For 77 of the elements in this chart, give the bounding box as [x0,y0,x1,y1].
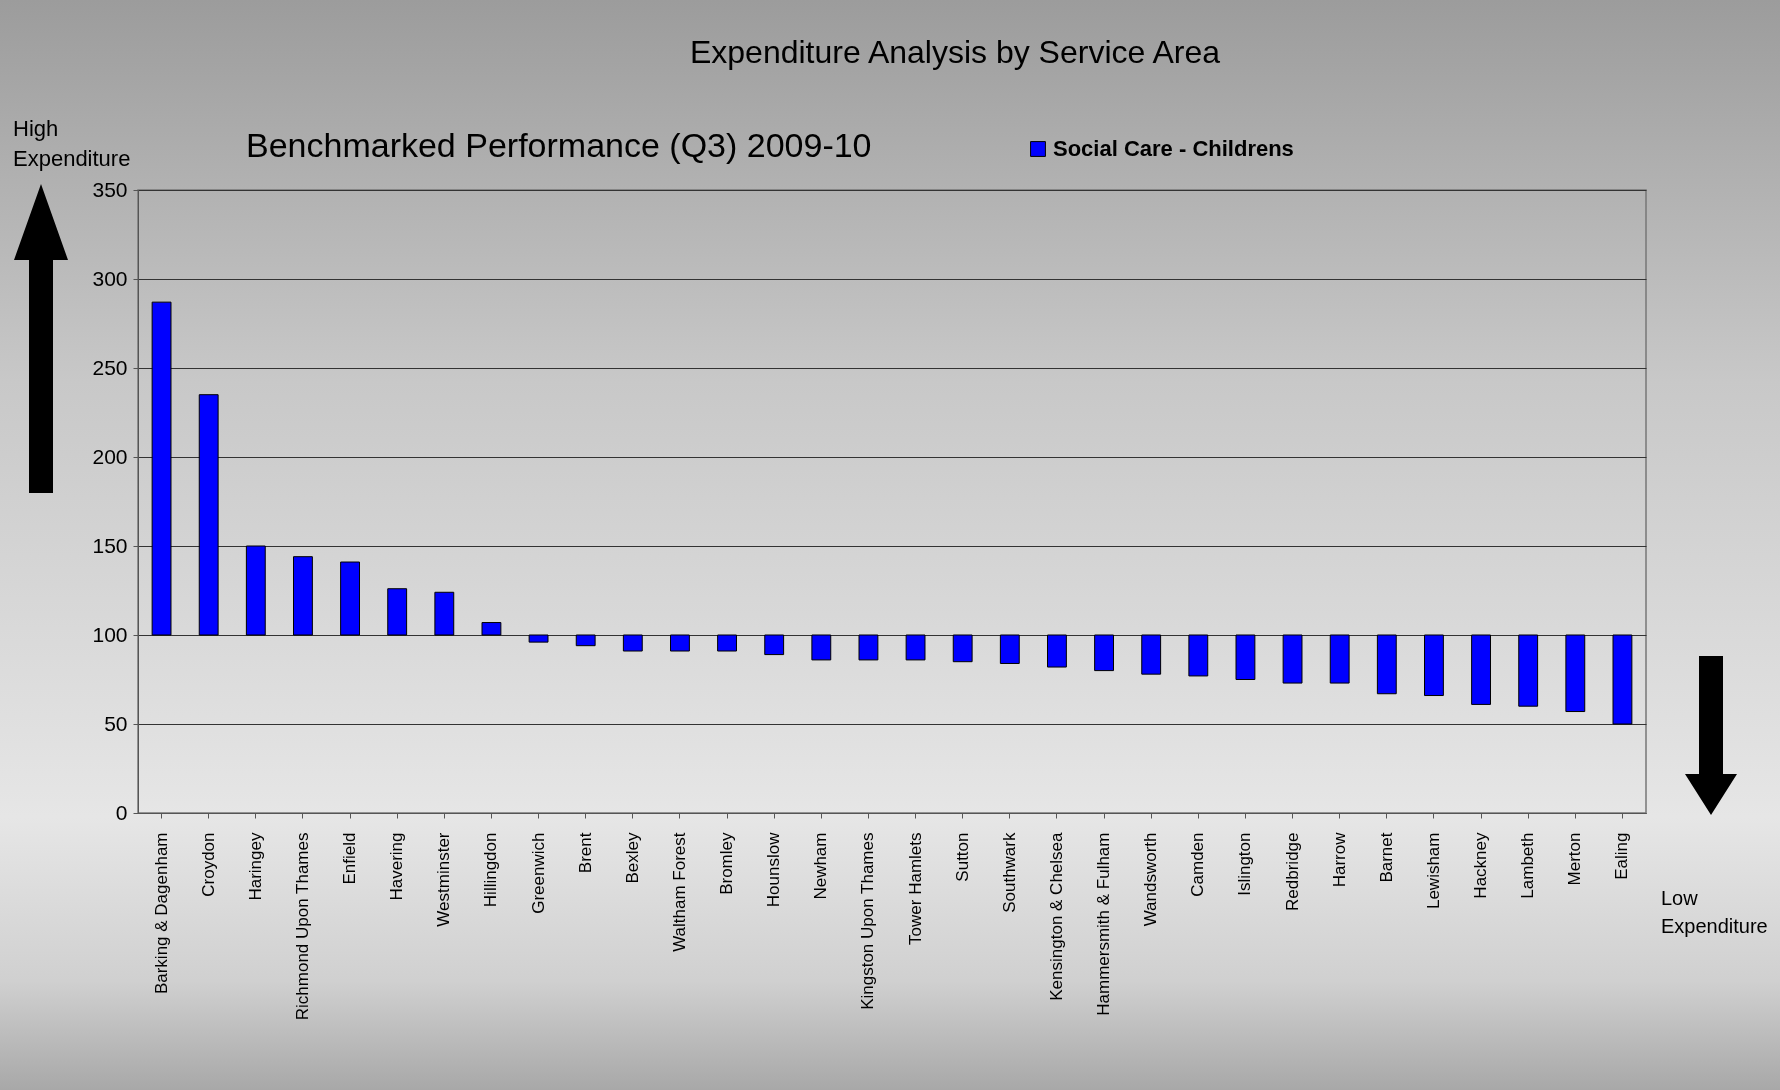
bar [622,634,643,652]
bar [670,634,690,652]
x-tick-label: Islington [1235,832,1255,896]
x-tick-label: Camden [1188,832,1208,897]
bar [1612,634,1633,725]
x-tick-label: Richmond Upon Thames [292,832,312,1021]
bar [1424,634,1444,697]
text: High Expenditure [13,115,132,173]
x-tick-label: Bexley [622,832,642,884]
x-tick-label: Kensington & Chelsea [1046,831,1066,1001]
x-tick-label: Tower Hamlets [905,832,925,945]
x-tick-label: Enfield [340,832,360,885]
bar [481,622,502,636]
bar [198,394,219,636]
y-tick-label: 50 [104,711,128,735]
x-tick-label: Lewisham [1423,832,1443,910]
x-tick-label: Hackney [1471,832,1491,899]
x-tick-label: Greenwich [528,832,548,914]
bar [1282,634,1303,684]
x-tick-label: Havering [387,832,407,901]
x-tick-label: Waltham Forest [669,832,689,952]
x-tick-label: Hounslow [764,831,784,908]
bar [1047,634,1067,668]
bar [1565,634,1586,713]
chart-title: Expenditure Analysis by Service Area [688,34,1222,71]
x-tick-label: Redbridge [1282,832,1302,911]
x-tick-label: Southwark [999,832,1019,913]
x-tick-label: Kingston Upon Thames [858,832,878,1010]
x-tick-label: Westminster [434,832,454,927]
y-tick-label: 100 [92,622,128,646]
x-tick-label: Sutton [952,832,972,882]
bar [811,634,832,661]
x-tick-label: Barnet [1376,832,1396,883]
bar [1188,634,1209,677]
bar [1235,634,1256,680]
x-tick-label: Hillingdon [481,832,501,908]
bar [1518,634,1539,707]
bar [764,634,785,656]
chart-subtitle: Benchmarked Performance (Q3) 2009-10 [246,126,872,165]
bar [1094,634,1114,672]
x-tick-label: Wandsworth [1141,832,1161,927]
y-tick-label: 250 [92,355,128,379]
y-tick-label: 300 [92,266,128,290]
y-tick-label: 0 [115,800,128,824]
x-tick-label: Ealing [1612,832,1632,880]
x-tick-label: Barking & Dagenham [151,832,171,995]
bar [151,301,172,636]
bar [717,634,737,652]
x-tick-label: Lambeth [1518,832,1538,899]
bar [528,634,549,643]
bar [952,634,973,663]
bar [1141,634,1162,675]
y-tick-label: 150 [92,533,128,557]
bar [434,591,455,636]
bar [905,634,926,661]
bar [387,588,408,636]
bar [1329,634,1350,684]
bar [340,561,360,636]
x-tick-label: Brent [575,832,595,874]
bar [999,634,1020,664]
x-tick-label: Newham [811,832,831,900]
x-tick-label: Hammersmith & Fulham [1094,832,1114,1016]
y-tick-label: 350 [92,177,128,201]
x-tick-label: Merton [1565,832,1585,886]
y-tick-label: 200 [92,444,128,468]
text: Low Expenditure [1661,886,1769,939]
x-tick-label: Croydon [198,832,218,897]
x-tick-label: Haringey [245,832,265,901]
bar [1471,634,1491,705]
bar [1376,634,1397,695]
x-tick-label: Harrow [1329,831,1349,888]
bar [245,545,266,636]
bar [858,634,879,661]
x-tick-label: Bromley [717,832,737,895]
legend-label: Social Care - Childrens [1053,136,1294,161]
bar [293,556,313,636]
bar [575,634,596,647]
